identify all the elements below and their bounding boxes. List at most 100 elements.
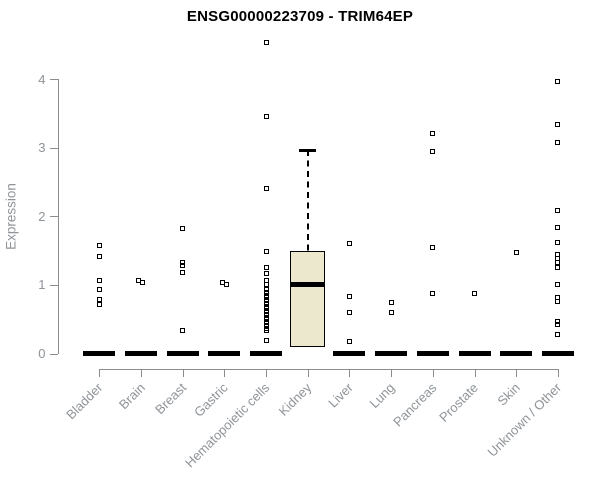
collapsed-box-bar (375, 351, 408, 356)
collapsed-box-bar (500, 351, 533, 356)
outlier-point (96, 277, 102, 283)
collapsed-box-bar (208, 351, 241, 356)
x-tick (516, 368, 518, 377)
outlier-point (96, 243, 102, 249)
collapsed-box-bar (250, 351, 283, 356)
x-tick (349, 368, 351, 377)
outlier-point (263, 248, 269, 254)
category-label: Breast (152, 379, 190, 417)
y-tick (49, 216, 58, 218)
outlier-point (180, 226, 186, 232)
y-tick (49, 147, 58, 149)
x-tick (391, 368, 393, 377)
outlier-point (263, 328, 269, 334)
outlier-point (388, 309, 394, 315)
collapsed-box-bar (458, 351, 491, 356)
outlier-point (263, 265, 269, 271)
category-label: Brain (115, 379, 148, 412)
outlier-point (555, 239, 561, 245)
outlier-point (263, 287, 269, 293)
category-label: Lung (366, 379, 398, 411)
category-label: Bladder (63, 379, 106, 422)
outlier-point (96, 301, 102, 307)
outlier-point (346, 309, 352, 315)
outlier-point (263, 292, 269, 298)
x-tick (474, 368, 476, 377)
boxplot-whisker-cap (299, 149, 317, 152)
outlier-point (263, 295, 269, 301)
outlier-point (140, 279, 146, 285)
x-tick (557, 368, 559, 377)
outlier-point (555, 264, 561, 270)
outlier-point (555, 78, 561, 84)
outlier-point (472, 290, 477, 296)
x-tick (140, 368, 142, 377)
y-tick-label: 0 (38, 346, 46, 361)
outlier-point (180, 262, 186, 268)
y-tick-label: 2 (38, 208, 46, 224)
chart-title: ENSG00000223709 - TRIM64EP (186, 8, 414, 25)
y-tick-label: 1 (38, 277, 46, 293)
outlier-point (263, 325, 269, 331)
outlier-point (263, 186, 269, 192)
outlier-point (263, 309, 269, 315)
outlier-point (263, 270, 269, 276)
category-label: Kidney (275, 379, 315, 419)
collapsed-box-bar (416, 351, 449, 356)
outlier-point (223, 282, 229, 288)
x-tick (224, 368, 226, 377)
outlier-point (263, 306, 269, 312)
outlier-point (555, 224, 561, 230)
category-label: Unknown / Other (484, 379, 565, 460)
x-tick (432, 368, 434, 377)
outlier-point (430, 245, 436, 251)
x-tick (182, 368, 184, 377)
outlier-point (180, 328, 186, 334)
outlier-point (263, 311, 269, 317)
outlier-point (555, 208, 561, 214)
outlier-point (346, 338, 352, 344)
outlier-point (263, 298, 269, 304)
collapsed-box-bar (166, 351, 199, 356)
outlier-point (430, 291, 436, 297)
x-axis-line (99, 368, 559, 370)
collapsed-box-bar (124, 351, 157, 356)
boxplot-box (290, 251, 326, 347)
boxplot-median (290, 282, 326, 288)
y-tick (49, 353, 58, 355)
outlier-point (263, 320, 269, 326)
outlier-point (263, 282, 269, 288)
x-tick (99, 368, 101, 377)
outlier-point (263, 337, 269, 343)
boxplot-whisker (306, 150, 309, 252)
outlier-point (346, 294, 352, 300)
outlier-point (96, 286, 102, 292)
outlier-point (263, 317, 269, 323)
category-label: Pancreas (389, 379, 440, 429)
outlier-point (263, 289, 269, 295)
outlier-point (263, 300, 269, 306)
outlier-point (263, 314, 269, 320)
outlier-point (180, 259, 186, 265)
outlier-point (263, 39, 269, 45)
outlier-point (555, 282, 561, 288)
y-tick-label: 4 (38, 71, 46, 87)
outlier-point (555, 321, 561, 327)
outlier-point (513, 250, 519, 256)
y-tick-label: 3 (38, 140, 46, 156)
outlier-point (180, 270, 186, 276)
outlier-point (96, 253, 102, 259)
outlier-point (555, 318, 561, 324)
outlier-point (555, 139, 561, 145)
outlier-point (346, 240, 352, 246)
x-tick (307, 368, 309, 377)
category-label: Skin (494, 379, 523, 408)
x-tick (266, 368, 268, 377)
y-axis-line (57, 79, 59, 354)
outlier-point (430, 130, 436, 136)
collapsed-box-bar (541, 351, 574, 356)
collapsed-box-bar (83, 351, 116, 356)
outlier-point (263, 322, 269, 328)
outlier-point (263, 303, 269, 309)
